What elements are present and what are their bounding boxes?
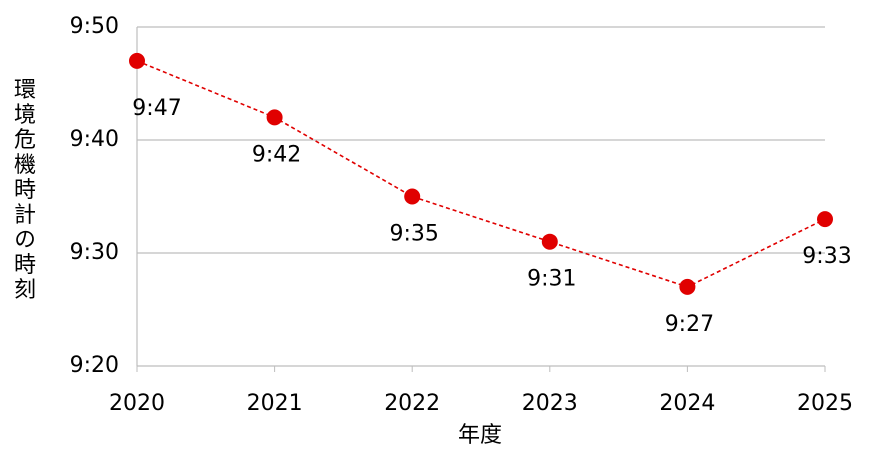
- data-label: 9:47: [132, 96, 181, 121]
- x-tick-label: 2021: [247, 391, 303, 416]
- data-point: [266, 109, 283, 126]
- x-tick-label: 2022: [384, 391, 440, 416]
- data-point: [679, 278, 696, 295]
- data-point: [404, 188, 421, 205]
- data-label: 9:33: [802, 244, 851, 269]
- data-label: 9:42: [252, 142, 301, 167]
- data-label: 9:31: [527, 267, 576, 292]
- x-axis-title: 年度: [458, 423, 502, 448]
- data-point: [541, 233, 558, 250]
- data-point: [817, 211, 833, 228]
- data-label: 9:35: [389, 222, 438, 247]
- y-tick-label: 9:50: [70, 14, 119, 39]
- y-axis-title: 環境危機時計の時刻: [10, 78, 36, 303]
- data-line: [136, 60, 826, 288]
- y-tick-label: 9:40: [70, 127, 119, 152]
- x-tick-label: 2024: [659, 391, 715, 416]
- data-label: 9:27: [665, 312, 714, 337]
- x-tick-label: 2020: [109, 391, 165, 416]
- y-tick-label: 9:20: [70, 353, 119, 378]
- data-point: [129, 52, 145, 69]
- x-tick-label: 2023: [522, 391, 578, 416]
- x-tick-label: 2025: [797, 391, 853, 416]
- y-tick-label: 9:30: [70, 240, 119, 265]
